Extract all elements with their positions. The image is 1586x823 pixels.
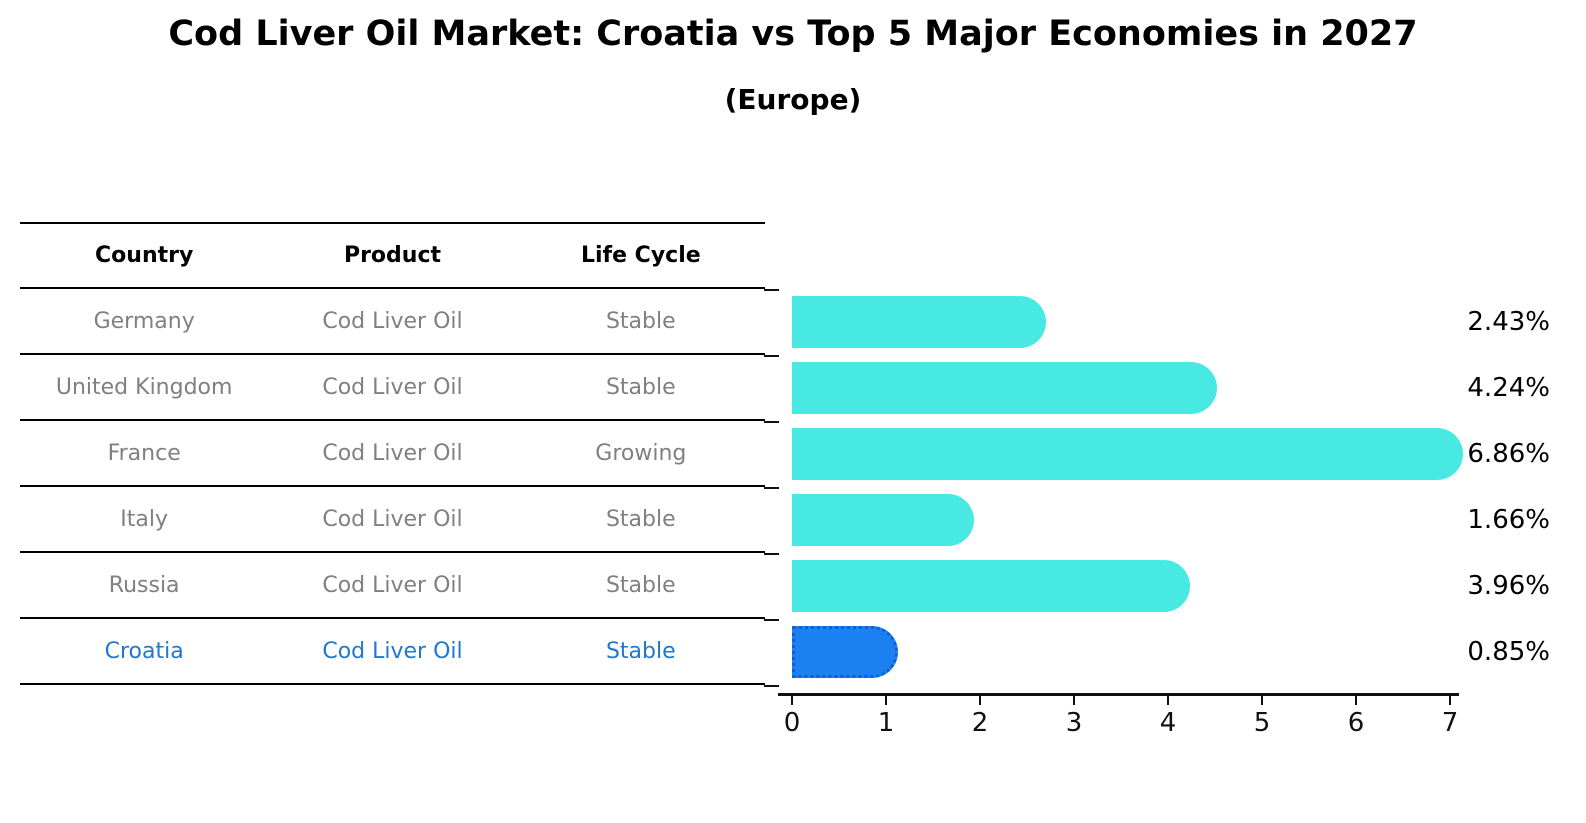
x-axis-tick-label: 3 [1065, 708, 1083, 738]
x-axis-tick [979, 696, 981, 705]
y-axis-tick [764, 553, 779, 555]
cell-product: Cod Liver Oil [322, 374, 463, 400]
y-axis-tick [764, 619, 779, 621]
x-axis-tick-label: 7 [1441, 708, 1459, 738]
value-label: 6.86% [1467, 439, 1550, 469]
x-axis-tick [885, 696, 887, 705]
x-axis-tick [1073, 696, 1075, 705]
x-axis-tick [791, 696, 793, 705]
x-axis-tick-label: 1 [877, 708, 895, 738]
cell-product: Cod Liver Oil [322, 506, 463, 532]
chart-subtitle: (Europe) [724, 83, 862, 116]
table-row: Germany Cod Liver Oil Stable [20, 289, 765, 355]
bar-germany [792, 296, 1047, 348]
table-row: United Kingdom Cod Liver Oil Stable [20, 355, 765, 421]
value-label: 0.85% [1467, 637, 1550, 667]
cell-country: United Kingdom [55, 374, 233, 400]
x-axis-line [778, 693, 1459, 696]
x-axis-tick [1167, 696, 1169, 705]
cell-country: Russia [108, 572, 180, 598]
value-label: 3.96% [1467, 571, 1550, 601]
y-axis-tick [764, 421, 779, 423]
cell-product: Cod Liver Oil [322, 440, 463, 466]
value-label: 2.43% [1467, 307, 1550, 337]
bar-united-kingdom [792, 362, 1217, 414]
cell-lifecycle: Stable [605, 506, 676, 532]
x-axis-tick [1355, 696, 1357, 705]
cell-lifecycle: Stable [605, 572, 676, 598]
bar-russia [792, 560, 1191, 612]
x-axis-tick [1449, 696, 1451, 705]
cell-lifecycle: Growing [595, 440, 687, 466]
bar-italy [792, 494, 975, 546]
table-row: France Cod Liver Oil Growing [20, 421, 765, 487]
table-header-country: Country [95, 243, 194, 268]
table-header-row: Country Product Life Cycle [20, 224, 765, 289]
y-axis-tick [764, 355, 779, 357]
table-row: Russia Cod Liver Oil Stable [20, 553, 765, 619]
value-label: 4.24% [1467, 373, 1550, 403]
table-header-product: Product [343, 243, 442, 268]
cell-country: France [107, 440, 181, 466]
y-axis-tick [764, 289, 779, 291]
cell-lifecycle: Stable [605, 374, 676, 400]
y-axis-tick [764, 685, 779, 687]
x-axis-tick-label: 5 [1253, 708, 1271, 738]
x-axis-tick-label: 4 [1159, 708, 1177, 738]
cell-product: Cod Liver Oil [322, 572, 463, 598]
cell-country: Italy [120, 506, 169, 532]
bar-france [792, 428, 1463, 480]
table-header-lifecycle: Life Cycle [580, 243, 701, 268]
value-label: 1.66% [1467, 505, 1550, 535]
x-axis-tick-label: 0 [783, 708, 801, 738]
table-row: Italy Cod Liver Oil Stable [20, 487, 765, 553]
y-axis-tick [764, 487, 779, 489]
table-row-highlight-croatia: Croatia Cod Liver Oil Stable [20, 619, 765, 685]
cell-lifecycle: Stable [605, 308, 676, 334]
cell-country: Germany [93, 308, 195, 334]
cell-lifecycle: Stable [605, 638, 676, 664]
cell-country: Croatia [104, 638, 184, 664]
comparison-table: Country Product Life Cycle Germany Cod L… [20, 222, 765, 685]
x-axis-tick-label: 6 [1347, 708, 1365, 738]
x-axis-tick-label: 2 [971, 708, 989, 738]
cell-product: Cod Liver Oil [322, 638, 463, 664]
cell-product: Cod Liver Oil [322, 308, 463, 334]
chart-title: Cod Liver Oil Market: Croatia vs Top 5 M… [168, 14, 1418, 54]
bar-croatia-highlight [792, 626, 898, 678]
x-axis-tick [1261, 696, 1263, 705]
